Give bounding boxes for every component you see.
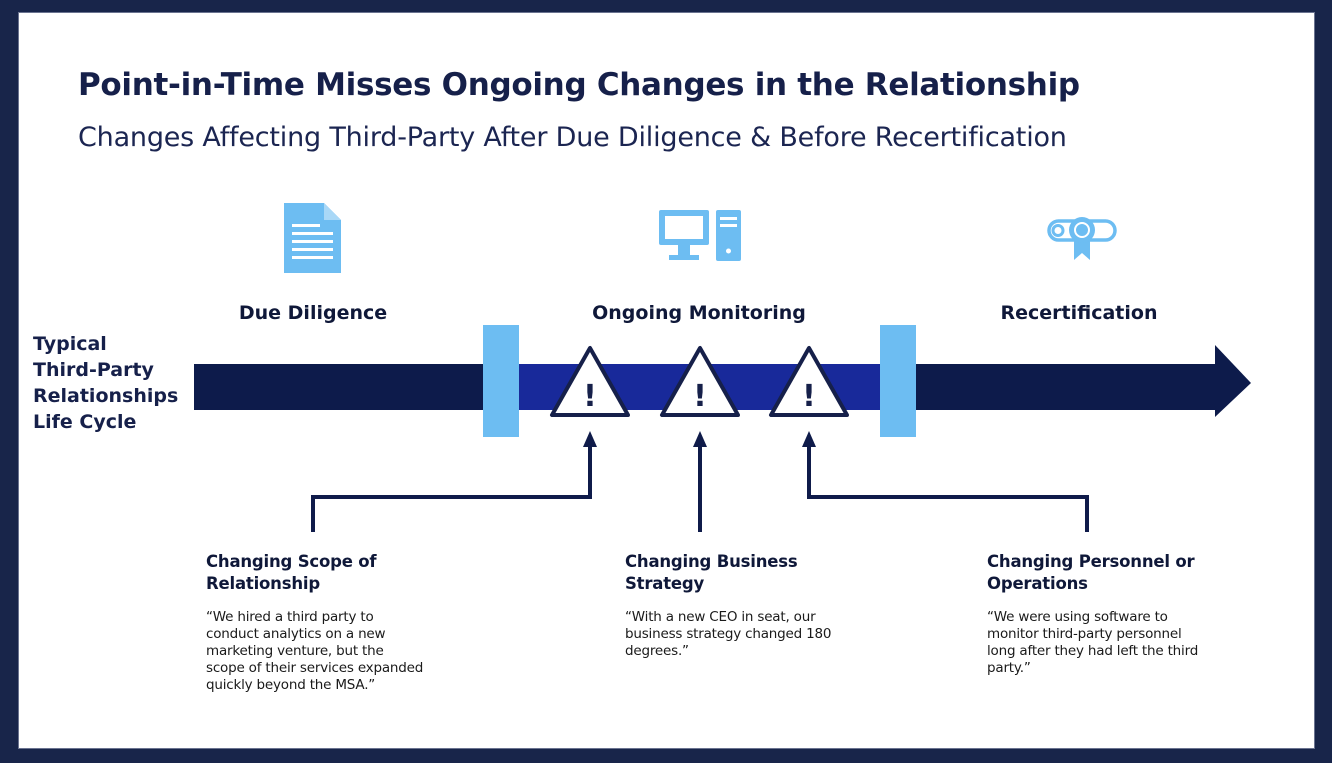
certificate-icon: [1047, 217, 1117, 260]
change-card-scope: Changing Scope of Relationship “We hired…: [206, 551, 426, 694]
warning-mark: !: [802, 379, 816, 414]
lifecycle-diagram: Due Diligence Ongoing Monitoring Recerti…: [33, 203, 1251, 532]
change-card-title: Changing Scope of Relationship: [206, 552, 377, 593]
stage-label-ongoing-monitoring: Ongoing Monitoring: [592, 302, 806, 324]
due-diligence-marker: [483, 325, 519, 437]
page-subtitle: Changes Affecting Third-Party After Due …: [78, 122, 1067, 153]
warning-icon: !: [769, 346, 849, 417]
document-icon: [284, 203, 341, 273]
lifecycle-label-line: Relationships: [33, 385, 178, 407]
change-card-strategy: Changing Business Strategy “With a new C…: [625, 551, 845, 660]
connector-arrowhead: [693, 431, 707, 447]
connector-arrowhead: [583, 431, 597, 447]
warning-mark: !: [583, 379, 597, 414]
slide: Point-in-Time Misses Ongoing Changes in …: [18, 12, 1315, 749]
timeline-arrowhead: [1215, 345, 1251, 417]
change-card-title: Changing Personnel or Operations: [987, 552, 1195, 593]
change-card-quote: “We were using software to monitor third…: [987, 609, 1199, 676]
recertification-marker: [880, 325, 916, 437]
stage-label-recertification: Recertification: [1001, 302, 1158, 324]
lifecycle-label-line: Life Cycle: [33, 411, 136, 433]
warning-icon: !: [660, 346, 740, 417]
change-card-quote: “With a new CEO in seat, our business st…: [625, 609, 832, 659]
warning-mark: !: [693, 379, 707, 414]
lifecycle-label: Typical Third-Party Relationships Life C…: [33, 333, 178, 433]
lifecycle-label-line: Typical: [33, 333, 107, 355]
stage-label-due-diligence: Due Diligence: [239, 302, 387, 324]
change-card-title: Changing Business Strategy: [625, 552, 798, 593]
page-title: Point-in-Time Misses Ongoing Changes in …: [78, 67, 1080, 103]
computer-icon: [659, 210, 741, 261]
change-card-personnel: Changing Personnel or Operations “We wer…: [987, 551, 1207, 677]
warning-icon: !: [550, 346, 630, 417]
lifecycle-label-line: Third-Party: [33, 359, 155, 381]
connector-scope: [311, 445, 592, 532]
connector-arrowhead: [802, 431, 816, 447]
connector-personnel: [807, 445, 1089, 532]
change-card-quote: “We hired a third party to conduct analy…: [206, 609, 424, 693]
